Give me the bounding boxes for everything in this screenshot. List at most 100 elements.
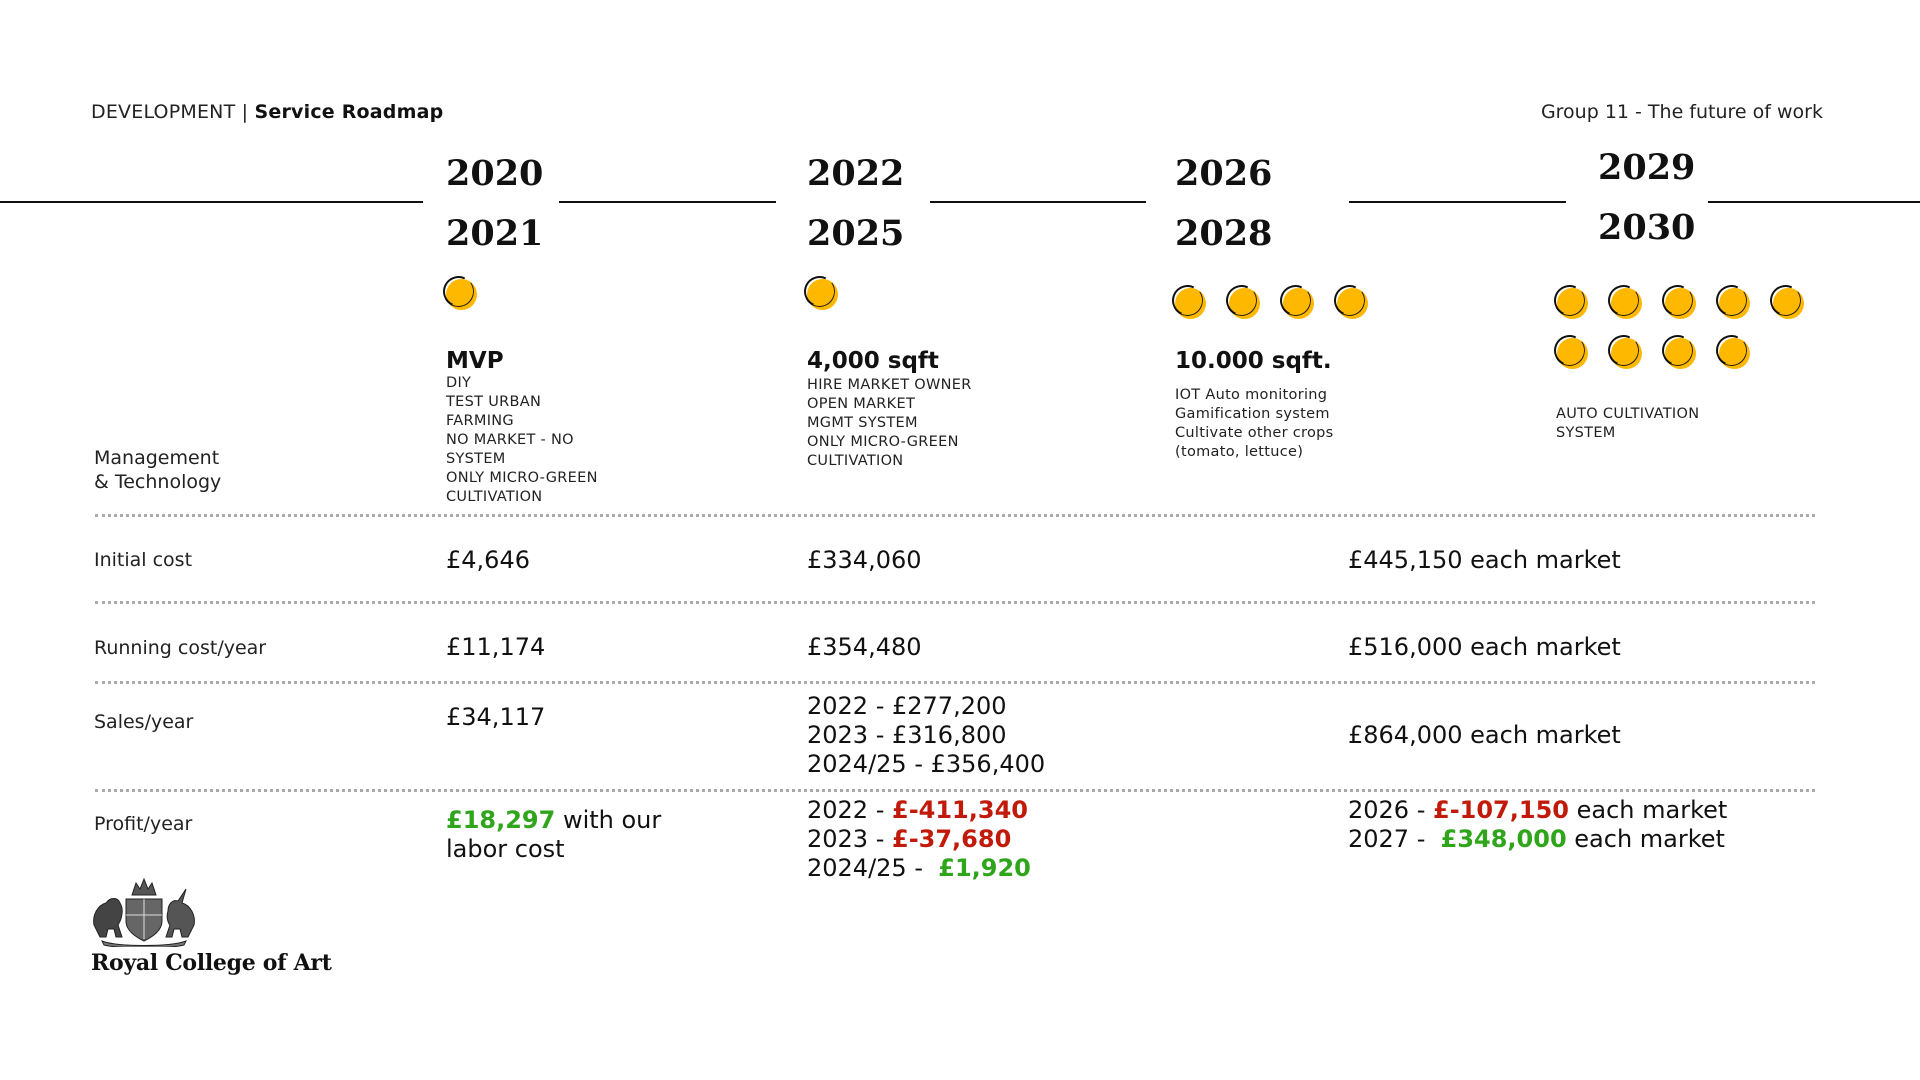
row-label-running-cost: Running cost/year (94, 637, 267, 659)
profit-amount: £-107,150 (1433, 796, 1569, 824)
sales-year-value: 2022 - £277,200 (807, 692, 1007, 720)
sales-values-list: 2022 - £277,200 2023 - £316,800 2024/25 … (807, 692, 1045, 779)
market-dot-icon (1167, 280, 1208, 321)
phase-item: CULTIVATION (807, 453, 904, 469)
running-cost-value: £11,174 (446, 633, 546, 661)
phase-item: IOT Auto monitoring (1175, 387, 1328, 403)
year-range-4: 2029 2030 (1598, 138, 1695, 258)
page-title: Service Roadmap (254, 101, 444, 123)
profit-amount: £-37,680 (892, 825, 1012, 853)
sales-year-value: 2024/25 - £356,400 (807, 750, 1046, 778)
year-end: 2025 (807, 213, 905, 254)
market-dot-icon (1711, 280, 1752, 321)
phase-items: AUTO CULTIVATION SYSTEM (1556, 405, 1699, 443)
year-end: 2028 (1175, 213, 1273, 254)
profit-year: 2023 - (807, 825, 892, 853)
profit-amount: £18,297 (446, 806, 556, 834)
sales-year-value: 2023 - £316,800 (807, 721, 1007, 749)
page-header: DEVELOPMENT | Service Roadmap (91, 101, 443, 123)
profit-amount: £-411,340 (892, 796, 1028, 824)
phase-4000-sqft: 4,000 sqft HIRE MARKET OWNER OPEN MARKET… (807, 348, 972, 471)
profit-values-list: 2026 - £-107,150 each market 2027 - £348… (1348, 796, 1727, 854)
row-label-profit: Profit/year (94, 813, 193, 835)
sales-value: £864,000 each market (1348, 721, 1621, 749)
phase-mvp: MVP DIY TEST URBAN FARMING NO MARKET - N… (446, 348, 598, 507)
year-range-1: 2020 2021 (446, 144, 543, 264)
timeline-segment (1708, 201, 1920, 203)
year-start: 2020 (446, 153, 544, 194)
market-dot-icon (1657, 280, 1698, 321)
profit-year-row: 2024/25 - £1,920 (807, 854, 1031, 883)
phase-item: NO MARKET - NO (446, 432, 574, 448)
phase-item: Gamification system (1175, 406, 1330, 422)
profit-year-row: 2023 - £-37,680 (807, 825, 1031, 854)
phase-item: ONLY MICRO-GREEN (807, 434, 959, 450)
row-label-management: Management & Technology (94, 446, 221, 494)
timeline-segment (559, 201, 776, 203)
running-cost-value: £354,480 (807, 633, 922, 661)
phase-auto-cultivation: AUTO CULTIVATION SYSTEM (1556, 405, 1699, 443)
market-dot-icon (1711, 330, 1752, 371)
phase-10000-sqft: 10.000 sqft. IOT Auto monitoring Gamific… (1175, 348, 1334, 462)
phase-items: HIRE MARKET OWNER OPEN MARKET MGMT SYSTE… (807, 376, 972, 471)
phase-item: TEST URBAN (446, 394, 542, 410)
year-end: 2030 (1598, 207, 1696, 248)
timeline-segment (0, 201, 423, 203)
row-separator (95, 681, 1815, 684)
phase-item: FARMING (446, 413, 514, 429)
initial-cost-value: £334,060 (807, 546, 922, 574)
phase-item: SYSTEM (1556, 425, 1616, 441)
royal-crest-icon (88, 875, 200, 949)
phase-title: 4,000 sqft (807, 348, 939, 374)
profit-values-list: 2022 - £-411,340 2023 - £-37,680 2024/25… (807, 796, 1031, 883)
row-label-sales: Sales/year (94, 711, 194, 733)
profit-year: 2022 - (807, 796, 892, 824)
initial-cost-value: £445,150 each market (1348, 546, 1621, 574)
market-dot-icon (1549, 280, 1590, 321)
year-start: 2022 (807, 153, 905, 194)
market-dot-icon (799, 271, 840, 312)
market-dot-icon (1221, 280, 1262, 321)
header-separator: | (241, 101, 249, 123)
phase-item: DIY (446, 375, 472, 391)
phase-items: DIY TEST URBAN FARMING NO MARKET - NO SY… (446, 374, 598, 507)
initial-cost-value: £4,646 (446, 546, 530, 574)
market-dot-icon (1657, 330, 1698, 371)
market-dot-icon (1603, 280, 1644, 321)
year-range-3: 2026 2028 (1175, 144, 1272, 264)
year-range-2: 2022 2025 (807, 144, 904, 264)
market-dot-icon (438, 271, 479, 312)
market-dot-icon (1275, 280, 1316, 321)
phase-item: AUTO CULTIVATION (1556, 406, 1700, 422)
row-separator (95, 789, 1815, 792)
phase-title: 10.000 sqft. (1175, 348, 1332, 374)
profit-suffix: each market (1566, 825, 1725, 853)
sales-value: £34,117 (446, 703, 546, 731)
market-dot-icon (1329, 280, 1370, 321)
year-start: 2026 (1175, 153, 1273, 194)
profit-text: with our (555, 806, 662, 834)
profit-suffix: each market (1568, 796, 1728, 824)
profit-amount: £348,000 (1440, 825, 1567, 853)
phase-item: MGMT SYSTEM (807, 415, 918, 431)
phase-item: HIRE MARKET OWNER (807, 377, 972, 393)
market-dot-icon (1603, 330, 1644, 371)
profit-year: 2027 - (1348, 825, 1441, 853)
row-separator (95, 601, 1815, 604)
row-separator (95, 514, 1815, 517)
row-label-initial-cost: Initial cost (94, 549, 193, 571)
phase-item: Cultivate other crops (1175, 425, 1334, 441)
phase-title: MVP (446, 348, 504, 374)
timeline-segment (930, 201, 1146, 203)
phase-item: (tomato, lettuce) (1175, 444, 1304, 460)
logo-text: Royal College of Art (91, 950, 332, 976)
profit-year: 2024/25 - (807, 854, 939, 882)
label-line: & Technology (94, 471, 222, 493)
label-line: Management (94, 447, 220, 469)
profit-value: £18,297 with our labor cost (446, 806, 661, 864)
profit-year-row: 2027 - £348,000 each market (1348, 825, 1727, 854)
market-dot-icon (1765, 280, 1806, 321)
phase-item: ONLY MICRO-GREEN (446, 470, 598, 486)
profit-year-row: 2026 - £-107,150 each market (1348, 796, 1727, 825)
phase-item: OPEN MARKET (807, 396, 916, 412)
